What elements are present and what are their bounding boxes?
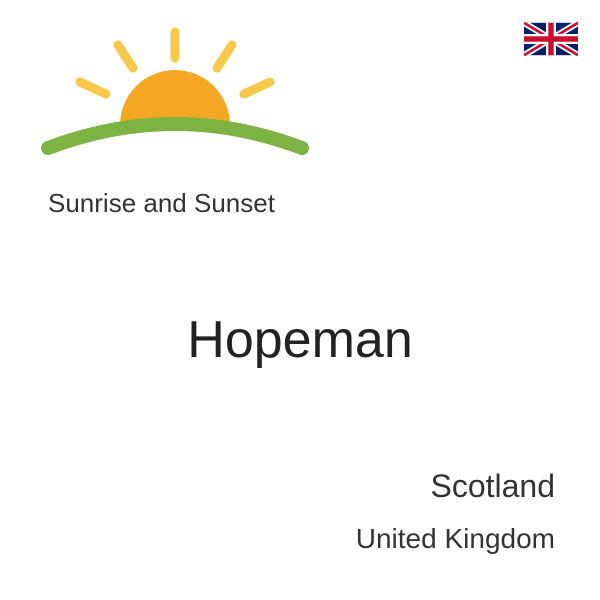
sunrise-icon xyxy=(30,20,310,180)
uk-flag-icon xyxy=(524,22,578,56)
region-name: Scotland xyxy=(430,468,555,505)
country-name: United Kingdom xyxy=(356,523,555,555)
sunrise-logo xyxy=(30,20,310,180)
city-name: Hopeman xyxy=(0,310,600,370)
tagline-text: Sunrise and Sunset xyxy=(48,188,275,219)
